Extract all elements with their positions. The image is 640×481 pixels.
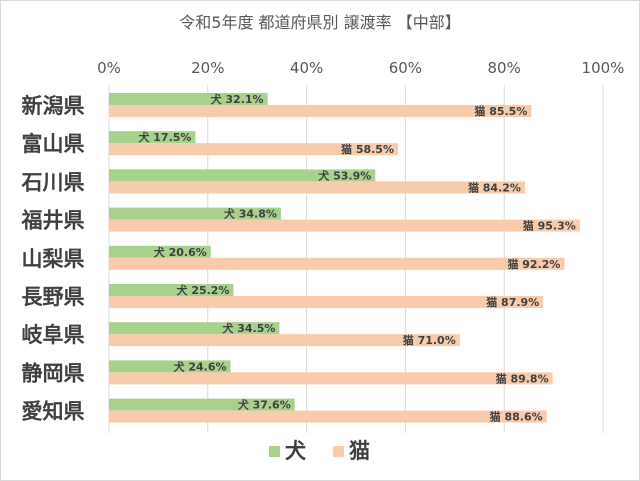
data-label: 猫 87.9% xyxy=(486,295,539,309)
data-label: 猫 58.5% xyxy=(341,142,394,156)
chart-title: 令和5年度 都道府県別 譲渡率 【中部】 xyxy=(179,13,460,32)
category-label: 岐阜県 xyxy=(22,323,85,347)
x-tick-label: 80% xyxy=(488,59,521,77)
bar-猫-石川県 xyxy=(109,181,525,194)
x-tick-label: 20% xyxy=(191,59,224,77)
category-label: 富山県 xyxy=(22,132,85,156)
data-label: 犬 34.5% xyxy=(222,321,275,335)
data-label: 犬 32.1% xyxy=(211,92,264,106)
data-label: 犬 37.6% xyxy=(238,398,291,412)
x-tick-label: 40% xyxy=(290,59,323,77)
x-axis-ticks: 0% 20% 40% 60% 80% 100% xyxy=(97,59,624,77)
bar-猫-愛知県 xyxy=(109,410,547,423)
bars xyxy=(109,93,580,423)
bar-犬-山梨県 xyxy=(109,245,211,258)
legend-swatch xyxy=(269,446,280,457)
data-label: 犬 53.9% xyxy=(318,168,371,182)
data-label: 猫 85.5% xyxy=(474,104,527,118)
bar-猫-岐阜県 xyxy=(109,334,460,347)
x-tick-label: 100% xyxy=(582,59,625,77)
legend-label: 犬 xyxy=(285,439,307,463)
category-label: 長野県 xyxy=(22,285,85,309)
data-labels: 犬 32.1% 犬 17.5% 犬 53.9% 犬 34.8% 犬 20.6% 犬 25.… xyxy=(138,92,575,424)
category-label: 新潟県 xyxy=(22,94,85,118)
category-label: 静岡県 xyxy=(22,361,85,385)
bar-猫-静岡県 xyxy=(109,372,553,385)
data-label: 猫 95.3% xyxy=(523,219,576,233)
data-label: 犬 24.6% xyxy=(174,359,227,373)
category-label: 福井県 xyxy=(21,209,85,233)
bar-犬-石川県 xyxy=(109,169,376,182)
bar-犬-福井県 xyxy=(109,207,281,220)
data-label: 猫 88.6% xyxy=(490,410,543,424)
data-label: 犬 17.5% xyxy=(138,130,191,144)
bar-猫-山梨県 xyxy=(109,257,565,270)
bar-犬-愛知県 xyxy=(109,398,295,411)
data-label: 猫 89.8% xyxy=(496,371,549,385)
legend-label: 猫 xyxy=(349,439,370,463)
legend: 犬猫 xyxy=(269,439,370,463)
bar-犬-岐阜県 xyxy=(109,322,280,335)
x-tick-label: 0% xyxy=(97,59,121,77)
bar-犬-長野県 xyxy=(109,284,234,296)
bar-猫-新潟県 xyxy=(109,105,532,117)
data-label: 犬 25.2% xyxy=(176,283,229,297)
data-label: 猫 92.2% xyxy=(507,257,560,271)
bar-猫-福井県 xyxy=(109,219,580,232)
bar-犬-富山県 xyxy=(109,131,196,144)
data-label: 犬 20.6% xyxy=(154,245,207,259)
bar-猫-長野県 xyxy=(109,296,544,308)
data-label: 猫 71.0% xyxy=(403,333,456,347)
category-label: 石川県 xyxy=(21,170,85,194)
bar-犬-新潟県 xyxy=(109,93,268,105)
bar-犬-静岡県 xyxy=(109,360,231,373)
legend-swatch xyxy=(333,446,344,457)
category-label: 山梨県 xyxy=(22,247,85,271)
bar-猫-富山県 xyxy=(109,143,398,156)
category-label: 愛知県 xyxy=(22,400,85,424)
x-tick-label: 60% xyxy=(389,59,422,77)
data-label: 犬 34.8% xyxy=(224,207,277,221)
data-label: 猫 84.2% xyxy=(468,180,521,194)
